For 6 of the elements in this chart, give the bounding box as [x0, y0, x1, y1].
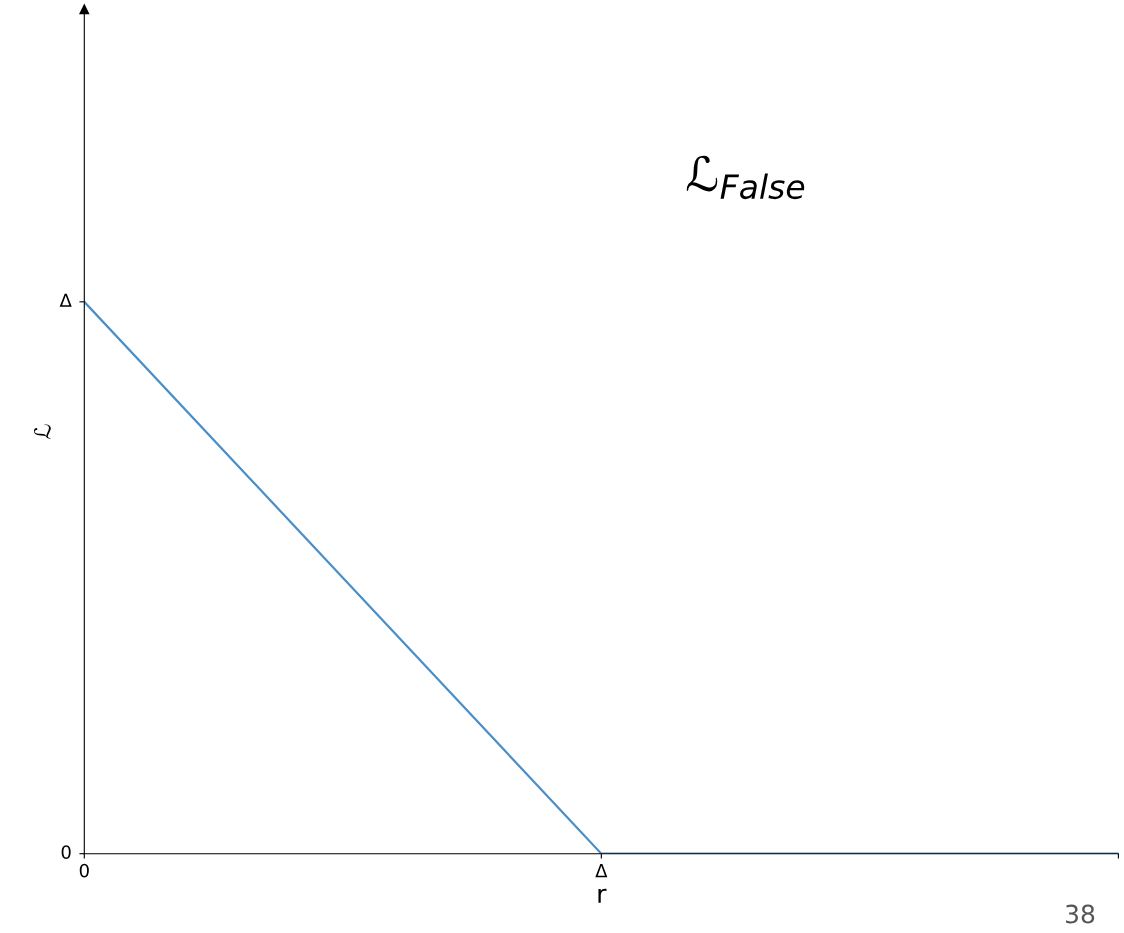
text: ℒ$_{False}$	[686, 155, 805, 200]
x-axis-title: r	[598, 888, 607, 903]
y-axis-title: ℒ	[34, 424, 51, 439]
text: Δ	[59, 293, 72, 307]
text: 38	[1065, 904, 1095, 924]
text: 0	[61, 845, 71, 859]
